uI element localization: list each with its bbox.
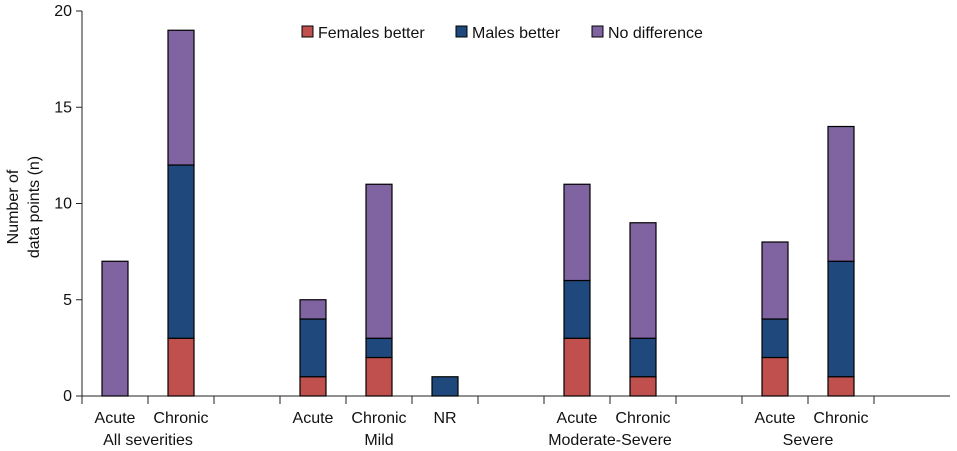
bar-moderate-severe-chronic-females-better (629, 376, 657, 397)
bar-severe-acute-no-difference (761, 241, 789, 320)
x-category-label: Chronic (153, 410, 208, 427)
bar-mild-acute-males-better (299, 318, 327, 378)
x-group-label: Severe (783, 432, 834, 449)
bar-mild-chronic-females-better (365, 356, 393, 397)
bars (101, 29, 855, 397)
bar-moderate-severe-chronic-no-difference (629, 222, 657, 339)
x-group-label: Mild (364, 432, 393, 449)
legend-label-no-difference: No difference (608, 25, 703, 42)
y-tick-label: 20 (54, 3, 72, 20)
bar-moderate-severe-acute-females-better (563, 337, 591, 397)
y-axis-title: Number of data points (n) (5, 156, 43, 258)
bar-severe-acute-males-better (761, 318, 789, 359)
bar-mild-nr-males-better (431, 376, 459, 397)
x-group-label: Moderate-Severe (548, 432, 672, 449)
bar-moderate-severe-acute-no-difference (563, 183, 591, 282)
x-axis-labels: Acute Chronic All severities Acute Chronic NR… (95, 410, 869, 449)
bar-moderate-severe-chronic-males-better (629, 337, 657, 378)
legend-label-females-better: Females better (318, 25, 425, 42)
y-tick-label: 0 (63, 388, 72, 405)
bar-severe-acute-females-better (761, 356, 789, 397)
x-category-label: Chronic (615, 410, 670, 427)
bar-all-severities-acute-no-difference (101, 260, 129, 397)
bar-mild-chronic-no-difference (365, 183, 393, 339)
x-category-label: Chronic (813, 410, 868, 427)
axes: 0 5 10 15 20 (54, 3, 950, 405)
bar-mild-acute-females-better (299, 376, 327, 397)
y-tick-label: 5 (63, 292, 72, 309)
legend-label-males-better: Males better (472, 25, 561, 42)
x-group-label: All severities (103, 432, 193, 449)
y-tick-label: 10 (54, 196, 72, 213)
bar-all-severities-chronic-males-better (167, 164, 195, 339)
bar-severe-chronic-females-better (827, 376, 855, 397)
bar-all-severities-chronic-females-better (167, 337, 195, 397)
x-category-label: Acute (293, 410, 334, 427)
bar-all-severities-chronic-no-difference (167, 29, 195, 166)
y-axis-title-line-1: Number of (5, 169, 22, 244)
legend-swatch-males-better (455, 25, 468, 38)
legend: Females better Males better No difference (301, 25, 703, 42)
x-category-label: Acute (557, 410, 598, 427)
x-category-label: Acute (755, 410, 796, 427)
legend-swatch-no-difference (591, 25, 604, 38)
bar-mild-acute-no-difference (299, 299, 327, 320)
x-category-label: NR (433, 410, 456, 427)
bar-mild-chronic-males-better (365, 337, 393, 359)
legend-swatch-females-better (301, 25, 314, 38)
x-category-label: Acute (95, 410, 136, 427)
bar-moderate-severe-acute-males-better (563, 279, 591, 339)
x-category-label: Chronic (351, 410, 406, 427)
bar-severe-chronic-no-difference (827, 125, 855, 262)
y-axis-title-line-2: data points (n) (26, 156, 43, 258)
y-tick-label: 15 (54, 99, 72, 116)
bar-severe-chronic-males-better (827, 260, 855, 378)
